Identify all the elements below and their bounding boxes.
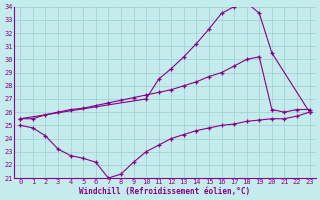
X-axis label: Windchill (Refroidissement éolien,°C): Windchill (Refroidissement éolien,°C): [79, 187, 251, 196]
